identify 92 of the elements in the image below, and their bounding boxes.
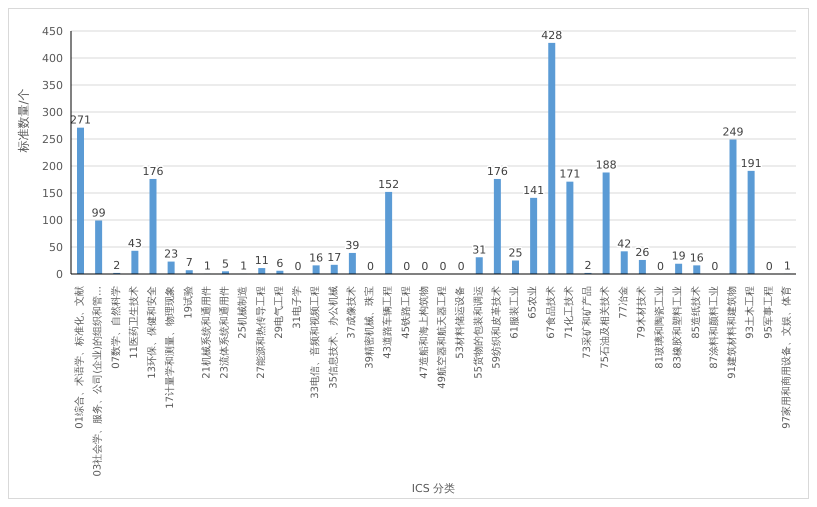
y-tick-label: 450	[42, 24, 63, 38]
data-label: 171	[559, 168, 580, 181]
x-tick-label: 93土木工程	[744, 286, 756, 339]
x-tick-label: 53材料储运设备	[454, 286, 466, 359]
x-tick-label: 83橡胶和塑料工业	[672, 286, 684, 369]
x-tick-label: 79木材技术	[635, 286, 648, 339]
data-label: 141	[523, 184, 544, 197]
y-tick-label: 50	[49, 240, 63, 254]
data-label: 43	[128, 236, 142, 250]
x-tick-label: 35信息技术、办公机械	[327, 286, 340, 389]
y-tick-label: 150	[42, 186, 63, 200]
data-label: 16	[309, 251, 324, 264]
x-tick-label: 11医药卫生技术	[128, 286, 140, 359]
data-label: 1	[204, 259, 211, 272]
x-tick-label: 37成像技术	[345, 286, 358, 339]
data-label: 1	[240, 259, 248, 272]
data-label: 99	[92, 206, 106, 220]
data-label: 0	[421, 260, 428, 273]
x-tick-label: 25机械制造	[236, 286, 249, 339]
data-label: 0	[458, 260, 465, 273]
data-label: 23	[164, 248, 178, 261]
data-label: 39	[345, 238, 360, 252]
data-label: 152	[378, 178, 400, 191]
x-tick-label: 49航空器和航天器工程	[436, 286, 448, 389]
x-tick-label: 61服装工业	[508, 286, 521, 339]
data-label: 16	[690, 251, 704, 264]
data-label: 26	[635, 246, 650, 259]
x-tick-label: 23流体系统和通用件	[218, 286, 231, 379]
x-tick-label: 39精密机械、珠宝	[364, 286, 376, 369]
x-tick-label: 95军事工程	[762, 286, 774, 339]
data-label: 6	[276, 256, 284, 270]
x-tick-label: 59纺织和皮革技术	[490, 286, 502, 369]
x-tick-label: 29电气工程	[272, 286, 285, 339]
data-label: 0	[367, 260, 374, 273]
data-label: 19	[672, 250, 686, 263]
x-tick-label: 01综合、术语学、标准化、文献	[74, 286, 86, 429]
data-label: 0	[440, 260, 446, 273]
data-label: 25	[508, 246, 522, 260]
x-tick-label: 97家用和商用设备、文娱、体育	[780, 286, 792, 429]
x-tick-label: 55货物的包装和调运	[472, 286, 484, 379]
x-tick-label: 75石油及相关技术	[599, 286, 612, 369]
y-tick-label: 400	[42, 52, 63, 65]
y-tick-label: 200	[42, 160, 63, 173]
data-label: 42	[617, 237, 632, 250]
x-axis-title: ICS 分类	[412, 482, 456, 495]
data-label: 176	[486, 164, 508, 178]
data-label: 428	[541, 28, 562, 42]
x-tick-label: 91建筑材料和建筑物	[726, 286, 738, 379]
x-tick-label: 71化工技术	[562, 286, 575, 339]
x-tick-label: 27能源和热传导工程	[254, 286, 267, 379]
x-tick-label: 45铁路工程	[400, 286, 412, 339]
x-tick-label: 65农业	[526, 286, 539, 319]
y-axis-title: 标准数量/个	[16, 88, 30, 154]
y-tick-label: 250	[42, 132, 63, 146]
data-label: 2	[584, 258, 592, 272]
y-tick-label: 350	[42, 78, 63, 92]
x-tick-label: 17计量学和测量、物理现象	[164, 286, 176, 409]
x-tick-label: 21机械系统和通用件	[200, 286, 212, 379]
data-label: 11	[254, 254, 269, 268]
data-label: 0	[711, 260, 718, 273]
x-tick-label: 31电子学	[291, 286, 304, 329]
data-label: 249	[722, 126, 744, 139]
data-label: 2	[113, 258, 120, 272]
y-tick-label: 0	[56, 268, 63, 281]
data-label: 17	[327, 250, 342, 264]
x-tick-label: 19试验	[182, 286, 194, 319]
y-tick-label: 300	[42, 106, 63, 119]
data-label: 176	[142, 164, 164, 178]
data-label: 271	[70, 114, 91, 127]
data-label: 0	[294, 260, 302, 273]
data-label: 0	[766, 260, 773, 273]
x-tick-label: 13环保、保健和安全	[146, 286, 158, 379]
x-tick-label: 33电信、音频和视频工程	[309, 286, 322, 399]
x-tick-label: 77冶金	[617, 286, 630, 319]
y-tick-label: 100	[42, 214, 63, 227]
data-label: 5	[222, 257, 229, 270]
x-tick-label: 43道路车辆工程	[382, 286, 394, 359]
data-label: 188	[596, 158, 617, 172]
x-tick-label: 87涂料和颜料工业	[708, 286, 720, 369]
x-tick-label: 03社会学、服务、公司(企业)的组织和管…	[92, 286, 104, 477]
x-tick-label: 73采矿和矿产品	[581, 286, 594, 359]
data-label: 7	[186, 256, 193, 270]
x-tick-label: 07数学、自然科学	[110, 286, 122, 369]
x-tick-label: 81玻璃和陶瓷工业	[654, 286, 666, 369]
data-label: 0	[403, 260, 410, 273]
x-tick-label: 67食品技术	[544, 286, 557, 339]
data-label: 31	[472, 243, 486, 256]
data-label: 191	[740, 156, 762, 170]
data-label: 1	[784, 259, 791, 272]
x-tick-label: 85造纸技术	[690, 286, 702, 339]
data-label: 0	[657, 260, 664, 273]
x-tick-label: 47造船和海上构筑物	[418, 286, 430, 379]
